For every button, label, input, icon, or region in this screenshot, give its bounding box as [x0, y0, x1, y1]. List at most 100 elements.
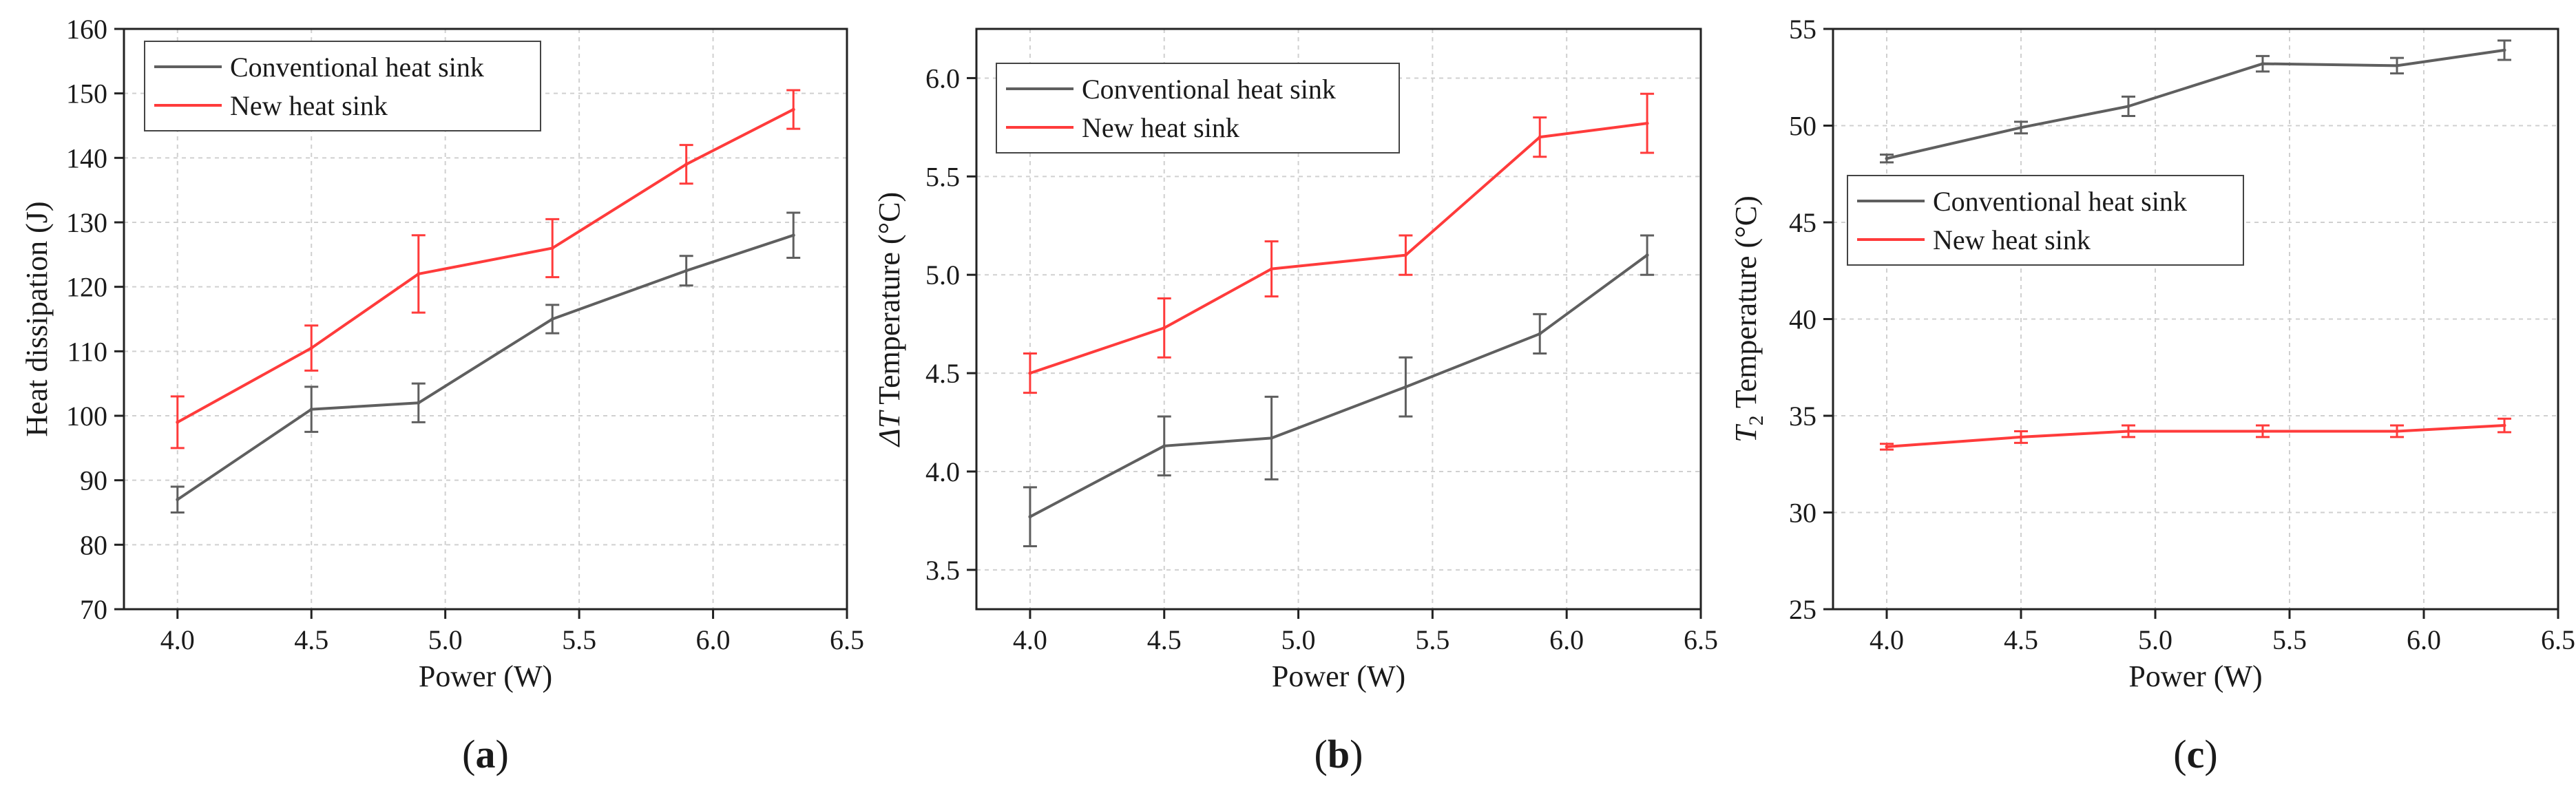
data-point-new — [417, 272, 421, 276]
data-point-new — [1162, 326, 1166, 330]
series-line-conventional — [1886, 48, 2505, 160]
error-bar-conventional — [411, 382, 426, 423]
x-tick-label: 4.5 — [1147, 624, 1182, 655]
data-point-conventional — [1028, 515, 1032, 519]
x-axis-label: Power (W) — [419, 659, 552, 693]
y-tick-label: 6.0 — [925, 63, 960, 94]
y-axis-label-text: Heat dissipation (J) — [20, 201, 54, 436]
panel-caption-close: ) — [1350, 732, 1363, 776]
y-tick-label: 110 — [67, 336, 107, 367]
data-point-conventional — [1645, 253, 1649, 257]
panel-caption-close: ) — [496, 732, 509, 776]
data-point-conventional — [1270, 436, 1274, 440]
legend-box — [996, 63, 1400, 154]
data-point-new — [1270, 267, 1274, 271]
data-point-conventional — [1885, 156, 1889, 160]
data-point-conventional — [417, 401, 421, 405]
legend: Conventional heat sink New heat sink — [996, 63, 1400, 154]
error-bar-new — [2498, 417, 2511, 434]
data-point-new — [309, 346, 313, 350]
data-point-conventional — [1538, 332, 1542, 336]
error-bar-conventional — [1023, 486, 1037, 548]
data-point-conventional — [2261, 62, 2265, 66]
panel-c: 4.0 4.5 5.0 5.5 6.0 6.5 25 30 35 40 45 50 55 Power (W… — [1729, 14, 2575, 776]
error-bar-new — [679, 144, 693, 185]
error-bar-conventional — [304, 385, 319, 433]
data-point-conventional — [1403, 385, 1407, 389]
plot-frame — [975, 28, 1702, 611]
panel-a: 4.0 4.5 5.0 5.5 6.0 6.5 70 80 90 100 110 120 130 140 1… — [20, 14, 864, 776]
x-tick-label: 6.0 — [696, 624, 731, 655]
data-point-new — [550, 246, 554, 250]
error-bar-conventional — [1533, 313, 1547, 355]
error-bar-conventional — [1157, 415, 1171, 477]
x-tick-label: 4.0 — [1013, 624, 1047, 655]
data-point-conventional — [2395, 63, 2399, 67]
panel-caption: (c) — [2173, 732, 2217, 776]
x-tick-label: 5.0 — [1281, 624, 1316, 655]
error-bar-conventional — [2122, 95, 2135, 117]
error-bar-conventional — [2256, 54, 2270, 73]
error-bar-conventional — [786, 211, 801, 260]
x-tick-label: 5.5 — [562, 624, 596, 655]
y-tick-label: 50 — [1789, 111, 1816, 142]
error-bar-conventional — [1640, 234, 1655, 276]
y-axis-label: T2 Temperature (°C) — [1729, 195, 1768, 443]
error-bar-new — [2256, 424, 2270, 438]
error-bar-new — [1533, 116, 1547, 158]
y-tick-label: 130 — [66, 207, 107, 238]
x-tick-label: 6.0 — [1549, 624, 1584, 655]
y-tick-label: 160 — [66, 14, 107, 45]
y-tick-label: 45 — [1789, 207, 1816, 238]
x-tick-label: 6.0 — [2407, 624, 2441, 655]
panel-caption: (b) — [1315, 732, 1363, 776]
error-bar-new — [786, 89, 801, 130]
data-point-new — [2126, 429, 2130, 433]
y-tick-label: 70 — [80, 594, 107, 625]
data-point-new — [1645, 121, 1649, 125]
y-tick-label: 80 — [80, 529, 107, 560]
error-bar-conventional — [1264, 395, 1279, 480]
y-tick-label: 25 — [1789, 594, 1816, 625]
data-point-conventional — [1162, 444, 1166, 448]
panel-caption-close: ) — [2204, 732, 2217, 776]
x-tick-label: 4.0 — [160, 624, 195, 655]
panel-caption: (a) — [462, 732, 509, 776]
data-point-conventional — [684, 268, 689, 273]
x-tick-label: 4.5 — [294, 624, 328, 655]
y-tick-label: 3.5 — [925, 555, 960, 586]
x-tick-label: 4.0 — [1870, 624, 1904, 655]
series-line-new — [1029, 122, 1648, 374]
data-point-conventional — [2126, 104, 2130, 108]
x-tick-label: 6.5 — [2541, 624, 2575, 655]
error-bar-new — [1264, 240, 1279, 298]
error-bar-new — [1640, 92, 1655, 154]
legend-label: Conventional heat sink — [230, 52, 484, 83]
error-bar-conventional — [1399, 356, 1413, 418]
y-tick-label: 40 — [1789, 304, 1816, 335]
error-bar-conventional — [170, 485, 185, 514]
data-point-conventional — [309, 408, 313, 412]
x-axis-label: Power (W) — [1272, 659, 1405, 693]
panel-caption-letter: b — [1328, 732, 1350, 776]
panel-caption-open: ( — [462, 732, 475, 776]
error-bar-conventional — [2390, 56, 2404, 75]
data-point-new — [2019, 435, 2023, 439]
y-tick-label: 140 — [66, 142, 107, 173]
y-tick-label: 30 — [1789, 498, 1816, 529]
legend: Conventional heat sink New heat sink — [144, 41, 541, 131]
data-point-new — [2502, 423, 2506, 427]
y-tick-label: 5.5 — [925, 161, 960, 192]
data-point-conventional — [2019, 125, 2023, 129]
legend-box — [1847, 175, 2244, 266]
error-bar-conventional — [2498, 39, 2511, 61]
y-tick-label: 120 — [66, 272, 107, 303]
y-axis-label: ΔT Temperature (°C) — [872, 192, 906, 447]
data-point-conventional — [791, 233, 795, 237]
data-point-conventional — [176, 498, 180, 502]
y-axis-label-symbol: ΔT — [872, 409, 906, 447]
plot-frame — [123, 28, 848, 611]
error-bar-new — [1399, 234, 1413, 276]
data-point-new — [2261, 429, 2265, 433]
